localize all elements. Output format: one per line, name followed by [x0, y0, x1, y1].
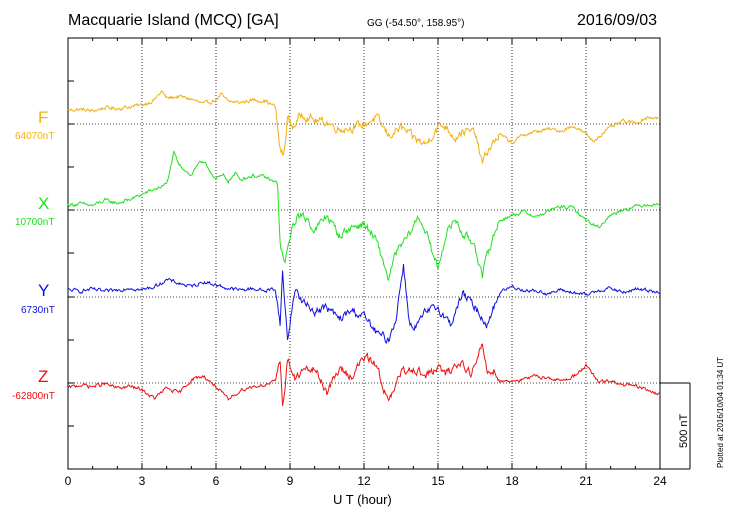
- chart-date: 2016/09/03: [577, 12, 658, 29]
- series-line-z: [68, 343, 661, 406]
- component-baseline-y: 6730nT: [21, 305, 55, 316]
- x-axis-label: U T (hour): [333, 492, 392, 507]
- x-tick-label: 0: [65, 474, 72, 488]
- x-tick-label: 6: [213, 474, 220, 488]
- x-tick-label: 9: [287, 474, 294, 488]
- x-tick-label: 15: [431, 474, 445, 488]
- component-label-f: F: [38, 108, 49, 127]
- x-tick-label: 21: [579, 474, 593, 488]
- plotted-timestamp: Plotted at 2016/10/04 01:34 UT: [716, 356, 725, 468]
- x-tick-label: 24: [653, 474, 667, 488]
- component-label-x: X: [38, 194, 50, 213]
- series-line-f: [67, 89, 661, 164]
- x-tick-label: 12: [357, 474, 371, 488]
- component-baseline-x: 10700nT: [15, 217, 55, 228]
- component-label-y: Y: [38, 281, 50, 300]
- scale-bar-label: 500 nT: [678, 413, 690, 448]
- component-baseline-z: -62800nT: [12, 391, 55, 402]
- chart-title: Macquarie Island (MCQ) [GA]: [68, 12, 279, 29]
- series-line-x: [67, 150, 661, 282]
- component-label-z: Z: [38, 367, 49, 386]
- x-tick-label: 18: [505, 474, 519, 488]
- station-coordinates: GG (-54.50°, 158.95°): [367, 18, 465, 29]
- component-baseline-f: 64070nT: [15, 131, 55, 142]
- series-line-y: [67, 263, 661, 345]
- x-tick-label: 3: [139, 474, 146, 488]
